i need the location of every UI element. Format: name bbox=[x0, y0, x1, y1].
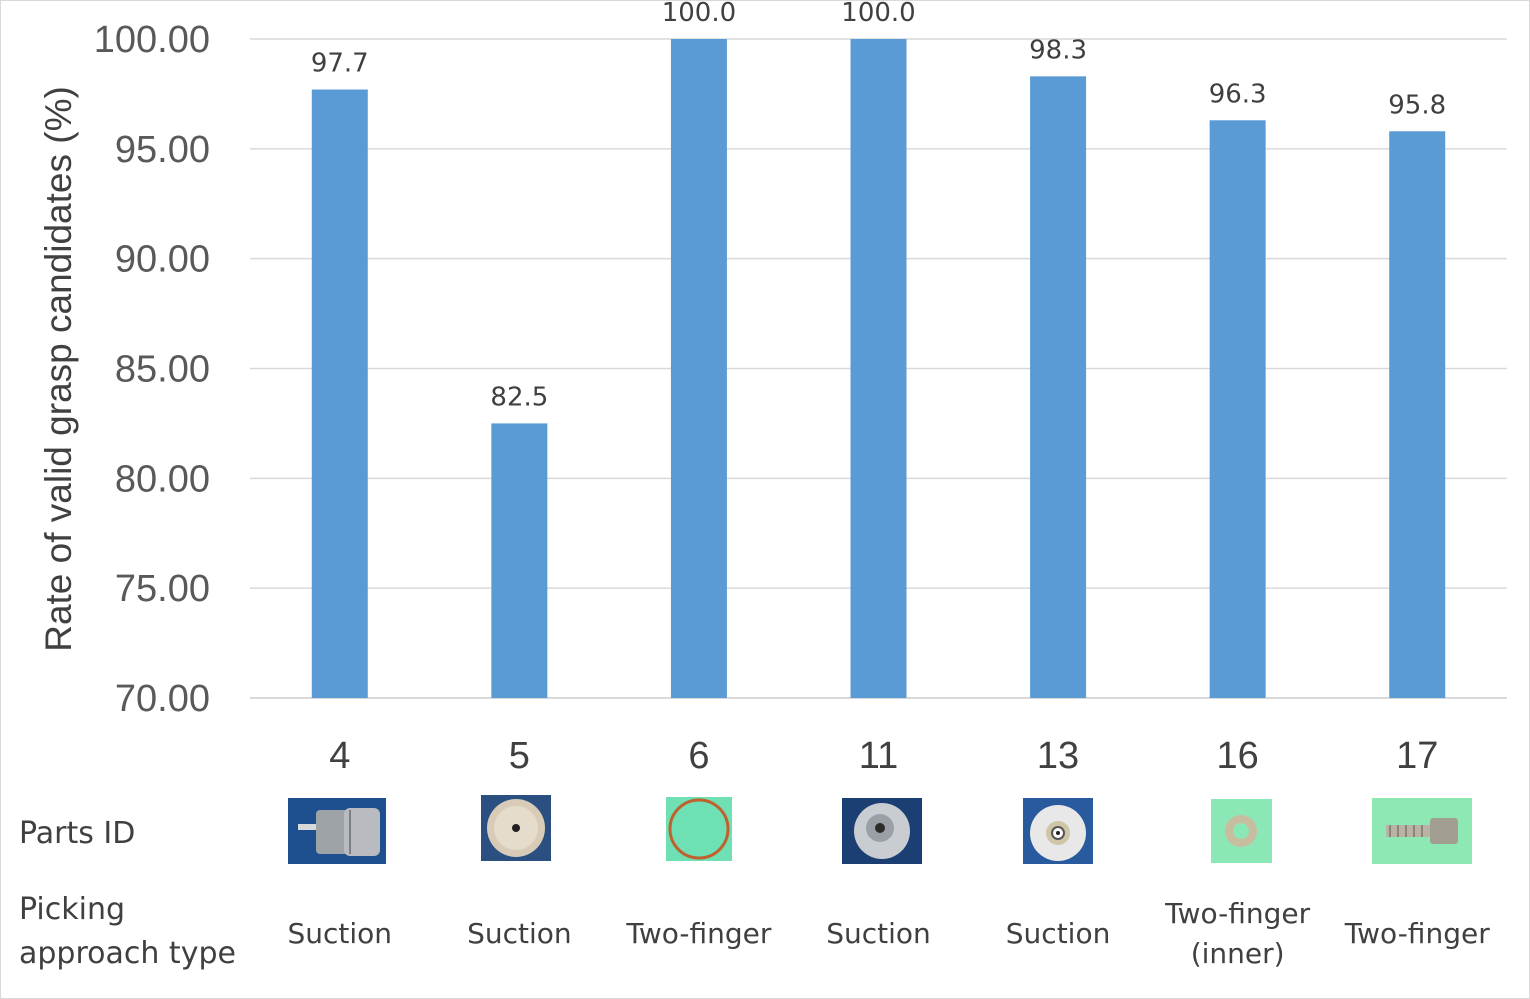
data-label: 82.5 bbox=[490, 382, 548, 412]
bar bbox=[1389, 131, 1446, 698]
y-tick-label: 70.00 bbox=[115, 678, 210, 720]
category-label: 16 bbox=[1217, 735, 1259, 777]
category-label: 4 bbox=[329, 735, 350, 777]
category-label: 17 bbox=[1396, 735, 1438, 777]
bearing-housing-photo bbox=[1023, 798, 1093, 864]
picking-approach-header-line-2: approach type bbox=[19, 936, 236, 971]
picking-approach-label: Suction bbox=[826, 917, 931, 950]
picking-approach-header-line-1: Picking bbox=[19, 892, 125, 927]
bars bbox=[311, 39, 1446, 699]
part-photos bbox=[288, 795, 1472, 864]
disc-with-hole-photo bbox=[481, 795, 551, 861]
picking-approach-label: Two-finger bbox=[1164, 897, 1311, 930]
o-ring-photo bbox=[666, 797, 732, 861]
data-label: 97.7 bbox=[311, 49, 369, 79]
data-label: 98.3 bbox=[1029, 35, 1087, 65]
y-tick-label: 90.00 bbox=[115, 239, 210, 281]
data-label: 100.0 bbox=[841, 1, 915, 28]
washer-photo bbox=[1211, 799, 1272, 863]
picking-approach-label: Suction bbox=[1006, 917, 1111, 950]
bar bbox=[670, 39, 727, 698]
category-label: 5 bbox=[509, 735, 530, 777]
y-tick-label: 75.00 bbox=[115, 568, 210, 610]
y-tick-label: 80.00 bbox=[115, 458, 210, 500]
data-label: 96.3 bbox=[1209, 79, 1267, 109]
gear-motor-photo bbox=[288, 798, 386, 864]
data-label: 95.8 bbox=[1388, 90, 1446, 120]
bar bbox=[1030, 76, 1087, 699]
parts-id-header: Parts ID bbox=[19, 816, 135, 851]
data-label: 100.0 bbox=[662, 1, 736, 28]
picking-approach-label: Two-finger bbox=[625, 917, 772, 950]
picking-approach-label: (inner) bbox=[1191, 937, 1285, 970]
x-axis-categories: 4 5 6 11 13 16 17 bbox=[329, 735, 1438, 777]
category-label: 6 bbox=[688, 735, 709, 777]
data-labels: 97.7 82.5 100.0 100.0 98.3 96.3 95.8 bbox=[311, 1, 1446, 412]
y-tick-label: 95.00 bbox=[115, 129, 210, 171]
y-axis-label: Rate of valid grasp candidates (%) bbox=[38, 86, 79, 652]
pulley-photo bbox=[842, 798, 922, 864]
y-axis-ticks: 70.00 75.00 80.00 85.00 90.00 95.00 100.00 bbox=[94, 19, 210, 720]
bar bbox=[850, 39, 907, 698]
picking-approach-labels: Suction Suction Two-finger Suction Suction Tw… bbox=[288, 897, 1491, 970]
socket-bolt-photo bbox=[1372, 798, 1472, 864]
bar bbox=[1209, 120, 1266, 698]
bar bbox=[491, 423, 548, 698]
picking-approach-label: Suction bbox=[288, 917, 393, 950]
y-tick-label: 85.00 bbox=[115, 349, 210, 391]
category-label: 11 bbox=[859, 735, 898, 777]
category-label: 13 bbox=[1037, 735, 1079, 777]
picking-approach-label: Two-finger bbox=[1344, 917, 1491, 950]
bar bbox=[311, 89, 368, 699]
y-tick-label: 100.00 bbox=[94, 19, 210, 61]
picking-approach-label: Suction bbox=[467, 917, 572, 950]
